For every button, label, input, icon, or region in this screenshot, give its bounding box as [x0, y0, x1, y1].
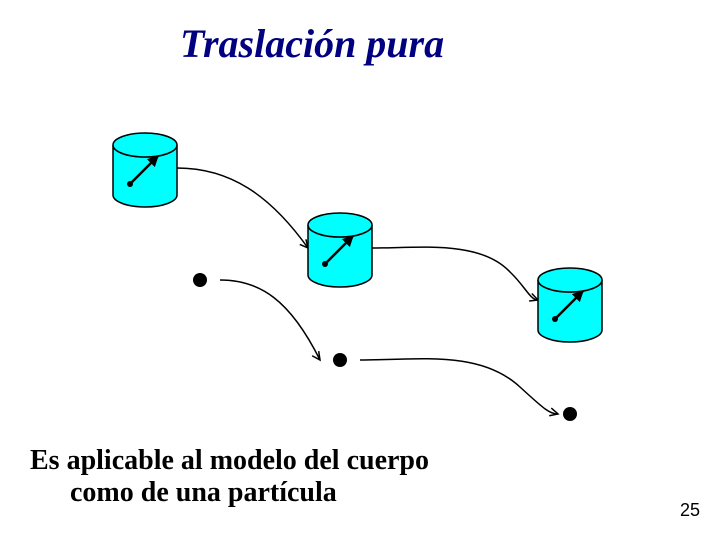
translation-diagram: [0, 0, 720, 540]
